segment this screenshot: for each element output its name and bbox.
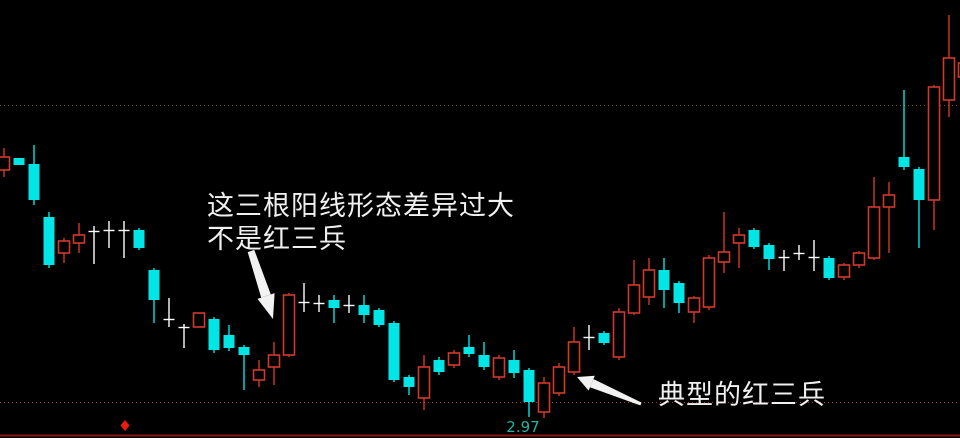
candle — [463, 335, 475, 357]
candle — [882, 182, 896, 253]
annotation-arrow-down-icon — [247, 249, 275, 319]
candle — [447, 350, 461, 368]
candle — [583, 325, 595, 350]
candle — [433, 357, 445, 375]
candle — [417, 355, 431, 410]
candle — [148, 268, 160, 323]
markers-layer — [120, 420, 130, 431]
candle — [687, 296, 701, 323]
candle — [13, 158, 25, 165]
candle — [778, 250, 790, 271]
candle — [552, 363, 566, 396]
candle — [642, 258, 656, 305]
annotation-line1: 这三根阳线形态差异过大 — [207, 191, 515, 222]
candle — [567, 327, 581, 375]
candle — [717, 212, 731, 273]
candle — [208, 317, 220, 353]
candle — [537, 377, 551, 418]
candle — [478, 342, 490, 370]
candle — [508, 350, 520, 378]
candle — [702, 255, 716, 310]
candle — [927, 85, 941, 230]
candle — [598, 331, 610, 345]
candle — [793, 245, 805, 260]
candle — [913, 167, 925, 248]
candle — [298, 283, 310, 312]
candle — [612, 308, 626, 360]
candle — [942, 15, 956, 117]
candle — [373, 308, 385, 327]
candle — [627, 260, 641, 315]
candle — [763, 243, 775, 270]
candle — [403, 375, 415, 395]
candle — [28, 145, 40, 205]
candle — [43, 212, 55, 268]
candle — [388, 321, 400, 382]
candle — [267, 342, 281, 385]
grid-lines — [0, 105, 960, 437]
candle — [328, 295, 340, 323]
candle — [808, 240, 820, 271]
candle — [957, 62, 960, 78]
candle — [118, 221, 130, 258]
candle — [852, 251, 866, 268]
candle — [343, 295, 355, 313]
annotation-not-red-three-soldiers: 这三根阳线形态差异过大 不是红三兵 — [207, 190, 515, 256]
annotation-arrow-upleft-icon — [577, 375, 642, 406]
candle — [88, 226, 100, 264]
candle — [358, 295, 370, 323]
candle — [523, 368, 535, 417]
candle — [252, 360, 266, 387]
candle — [732, 228, 746, 268]
candle — [313, 295, 325, 312]
candle — [103, 221, 115, 248]
candle — [0, 148, 11, 177]
candle — [72, 223, 86, 253]
candle — [837, 263, 851, 280]
candle — [192, 312, 206, 328]
candle — [492, 355, 506, 380]
candle — [658, 258, 670, 308]
candle — [163, 298, 175, 327]
candle — [238, 345, 250, 390]
price-low-label: 2.97 — [506, 418, 540, 436]
candle — [178, 324, 190, 348]
candle — [133, 228, 145, 250]
candle — [867, 177, 881, 260]
candle — [898, 90, 910, 170]
candle — [57, 238, 71, 263]
candle — [823, 256, 835, 280]
candles-layer — [0, 15, 960, 418]
annotation-typical-red-three-soldiers: 典型的红三兵 — [658, 380, 826, 411]
candle — [673, 281, 685, 313]
diamond-marker-icon — [120, 420, 130, 431]
candle — [223, 325, 235, 351]
candle — [748, 228, 760, 249]
annotation-line2: 不是红三兵 — [207, 224, 347, 255]
candle — [282, 293, 296, 357]
